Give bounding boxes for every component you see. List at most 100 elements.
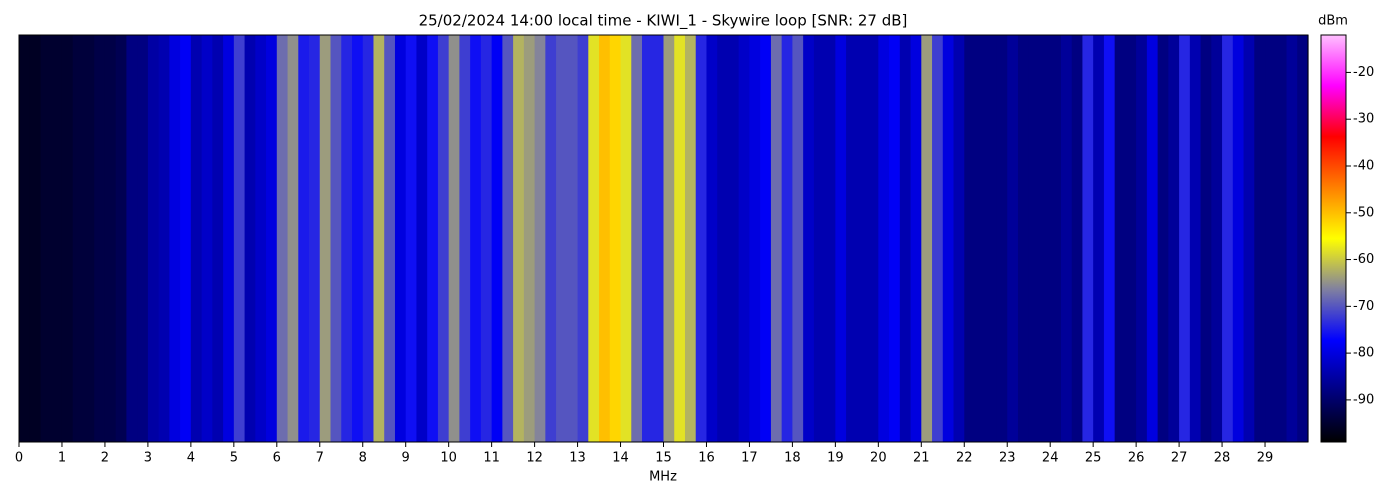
heatmap-cell bbox=[792, 35, 804, 442]
heatmap-cell bbox=[491, 35, 503, 442]
heatmap-cell bbox=[437, 35, 450, 442]
heatmap-cell bbox=[416, 35, 428, 442]
x-tick-label: 15 bbox=[655, 451, 672, 466]
heatmap-cell bbox=[1211, 35, 1223, 442]
heatmap-cell bbox=[760, 35, 772, 442]
heatmap-cell bbox=[899, 35, 912, 442]
heatmap-cell bbox=[932, 35, 944, 442]
heatmap-cell bbox=[684, 35, 697, 442]
heatmap-cell bbox=[964, 35, 976, 442]
heatmap-cell bbox=[631, 35, 643, 442]
chart-title: 25/02/2024 14:00 local time - KIWI_1 - S… bbox=[419, 12, 908, 31]
heatmap-cell bbox=[309, 35, 321, 442]
heatmap-cell bbox=[1146, 35, 1159, 442]
heatmap-cell bbox=[652, 35, 665, 442]
x-tick-label: 7 bbox=[316, 451, 324, 466]
heatmap-cell bbox=[341, 35, 353, 442]
heatmap-cell bbox=[244, 35, 256, 442]
x-tick-label: 19 bbox=[827, 451, 844, 466]
heatmap-cell bbox=[727, 35, 740, 442]
heatmap-cell bbox=[351, 35, 364, 442]
heatmap-cell bbox=[910, 35, 922, 442]
heatmap-cell bbox=[51, 35, 63, 442]
heatmap-cell bbox=[1200, 35, 1212, 442]
heatmap-cell bbox=[137, 35, 149, 442]
heatmap-cell bbox=[996, 35, 1008, 442]
heatmap-cell bbox=[448, 35, 461, 442]
heatmap-cell bbox=[609, 35, 622, 442]
heatmap-cell bbox=[40, 35, 52, 442]
x-tick-label: 16 bbox=[698, 451, 715, 466]
x-tick-label: 10 bbox=[440, 451, 457, 466]
heatmap-cell bbox=[1007, 35, 1019, 442]
heatmap-cell bbox=[147, 35, 160, 442]
heatmap-cell bbox=[201, 35, 213, 442]
heatmap-cell bbox=[1157, 35, 1169, 442]
heatmap-cell bbox=[1125, 35, 1137, 442]
x-axis-label: MHz bbox=[649, 470, 677, 485]
heatmap-cell bbox=[1222, 35, 1234, 442]
heatmap-cell bbox=[846, 35, 858, 442]
heatmap-cell bbox=[566, 35, 579, 442]
heatmap-cell bbox=[824, 35, 836, 442]
heatmap-cell bbox=[233, 35, 246, 442]
heatmap-cell bbox=[523, 35, 536, 442]
heatmap-cell bbox=[975, 35, 987, 442]
heatmap-cell bbox=[330, 35, 342, 442]
heatmap-cell bbox=[29, 35, 42, 442]
colorbar-tick-label: -40 bbox=[1353, 158, 1374, 173]
heatmap-cell bbox=[588, 35, 600, 442]
colorbar-tick-label: -20 bbox=[1353, 65, 1374, 80]
colorbar bbox=[1320, 34, 1347, 443]
heatmap-cell bbox=[867, 35, 879, 442]
heatmap-cell bbox=[1254, 35, 1266, 442]
heatmap-cell bbox=[223, 35, 235, 442]
heatmap-cell bbox=[663, 35, 675, 442]
heatmap-cell bbox=[1082, 35, 1094, 442]
heatmap-cell bbox=[856, 35, 869, 442]
heatmap-cell bbox=[577, 35, 589, 442]
heatmap-cell bbox=[642, 35, 654, 442]
heatmap-cell bbox=[61, 35, 74, 442]
heatmap-cell bbox=[985, 35, 998, 442]
heatmap-cell bbox=[255, 35, 267, 442]
heatmap-cell bbox=[502, 35, 514, 442]
heatmap-cell bbox=[921, 35, 933, 442]
heatmap-cell bbox=[212, 35, 224, 442]
heatmap-cell bbox=[835, 35, 847, 442]
heatmap-cell bbox=[717, 35, 729, 442]
heatmap-cell bbox=[1050, 35, 1062, 442]
heatmap-cell bbox=[1028, 35, 1041, 442]
heatmap-cell bbox=[749, 35, 761, 442]
heatmap-cell bbox=[190, 35, 203, 442]
colorbar-tick-label: -70 bbox=[1353, 299, 1374, 314]
x-tick-label: 27 bbox=[1171, 451, 1188, 466]
heatmap-cell bbox=[706, 35, 718, 442]
heatmap-cell bbox=[781, 35, 793, 442]
x-tick-label: 25 bbox=[1085, 451, 1102, 466]
x-tick-label: 3 bbox=[144, 451, 152, 466]
heatmap-cell bbox=[94, 35, 106, 442]
heatmap-cell bbox=[1275, 35, 1288, 442]
heatmap-cell bbox=[1114, 35, 1126, 442]
heatmap-cell bbox=[115, 35, 128, 442]
heatmap-cell bbox=[1179, 35, 1191, 442]
x-tick-label: 6 bbox=[273, 451, 281, 466]
heatmap-cell bbox=[556, 35, 568, 442]
heatmap-cell bbox=[287, 35, 299, 442]
x-tick-label: 8 bbox=[359, 451, 367, 466]
heatmap-cell bbox=[298, 35, 310, 442]
heatmap-cell bbox=[180, 35, 192, 442]
heatmap-cell bbox=[104, 35, 117, 442]
heatmap-cell bbox=[405, 35, 418, 442]
x-tick-label: 13 bbox=[569, 451, 586, 466]
heatmap-cell bbox=[953, 35, 965, 442]
heatmap-cell bbox=[1232, 35, 1245, 442]
heatmap-cell bbox=[459, 35, 471, 442]
x-tick-label: 5 bbox=[230, 451, 238, 466]
heatmap-cell bbox=[158, 35, 170, 442]
heatmap-cell bbox=[695, 35, 708, 442]
heatmap-cell bbox=[674, 35, 686, 442]
heatmap-cell bbox=[19, 35, 31, 442]
